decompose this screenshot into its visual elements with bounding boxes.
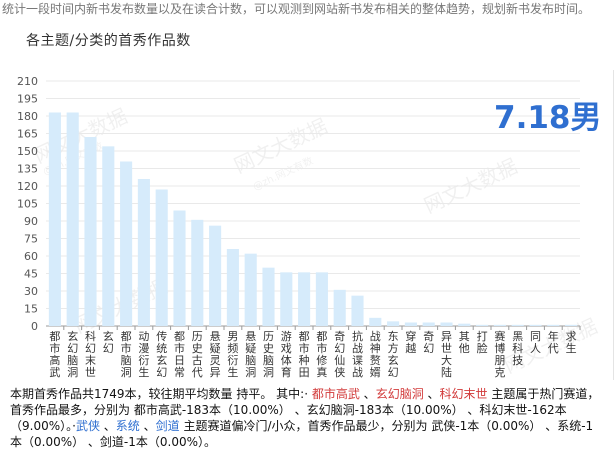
x-tick-label: 东方玄幻 [388, 330, 399, 379]
y-tick-label: 120 [17, 180, 38, 193]
x-tick-label: 黑科技 [512, 330, 523, 367]
bar [351, 295, 364, 326]
y-tick-label: 210 [17, 75, 38, 88]
y-tick-label: 135 [17, 163, 38, 176]
bar [547, 324, 560, 326]
summary-cold-detail: 主题赛道偏冷门/小众，首秀作品最少，分别为 武侠-1本（0.00%） 、系统-1… [10, 419, 594, 449]
y-tick-label: 150 [17, 145, 38, 158]
x-tick-label: 都市修真 [316, 330, 327, 379]
x-tick-label: 都市日常 [174, 330, 185, 379]
x-tick-label: 求生 [566, 330, 577, 355]
x-tick-label: 奇幻 [423, 330, 434, 355]
bar [280, 272, 293, 326]
bar [137, 179, 150, 326]
bar-chart: 0 15 30 45 60 75 90 105 120 135 150 165 180 195 210 都市高… [17, 75, 581, 379]
y-tick-label: 90 [24, 215, 38, 228]
cold-topic-1: 武侠 [75, 419, 100, 433]
summary-sep: 、 [99, 419, 116, 433]
bar [404, 322, 417, 326]
y-tick-label: 195 [17, 93, 38, 106]
bar [458, 323, 471, 326]
bar [48, 112, 61, 326]
x-tick-label: 都市种田 [299, 330, 310, 379]
x-tick-label: 历史古代 [192, 330, 203, 379]
bar [84, 137, 97, 326]
cold-topic-3: 剑道 [155, 419, 180, 433]
x-tick-label: 战神赘婿 [370, 330, 381, 379]
summary-intro: 本期首秀作品共1749本，较往期平均数量 持平。 其中:· [10, 387, 312, 401]
bar [173, 210, 186, 326]
x-tick-label: 穿越 [405, 329, 416, 355]
bar [565, 324, 578, 326]
bar [102, 146, 115, 326]
y-tick-label: 45 [24, 268, 38, 281]
x-tick-label: 其他 [459, 330, 470, 355]
hot-topic-2: 玄幻脑洞 [375, 387, 424, 401]
y-tick-label: 60 [24, 250, 38, 263]
hot-topic-3: 科幻末世 [439, 387, 488, 401]
x-tick-label: 赛博朋克 [494, 329, 505, 379]
bar [226, 249, 239, 326]
top-note: 统计一段时间内新书发布数量以及在读合计数，可以观测到网站新书发布相关的整体趋势，… [2, 2, 591, 16]
bar [422, 322, 435, 326]
x-tick-label: 传统玄幻 [156, 330, 167, 379]
cold-topic-2: 系统 [115, 419, 140, 433]
summary-text: 本期首秀作品共1749本，较往期平均数量 持平。 其中:· 都市高武 、玄幻脑洞… [10, 386, 602, 450]
x-tick-label: 抗战谍战 [352, 329, 363, 379]
y-tick-label: 30 [24, 285, 38, 298]
bar [476, 324, 489, 326]
y-tick-label: 165 [17, 128, 38, 141]
x-tick-label: 历史脑洞 [263, 330, 274, 379]
x-tick-label: 男频衍生 [227, 330, 238, 379]
bar [387, 321, 400, 326]
x-tick-label: 都市高武 [49, 330, 60, 379]
x-tick-label: 游戏体育 [281, 330, 292, 379]
x-tick-label: 打脸 [477, 329, 488, 355]
bar [262, 267, 275, 326]
bar [493, 324, 506, 326]
chart-title: 各主题/分类的首秀作品数 [26, 33, 191, 49]
bar [511, 324, 524, 326]
summary-hot-detail: 主题属于热门赛道，首秀作品最多，分别为 都市高武-183本（10.00%） 、玄… [10, 387, 600, 433]
bar [209, 225, 222, 326]
bar [66, 112, 79, 326]
x-tick-label: 同人 [530, 330, 541, 355]
bar [529, 324, 542, 326]
x-tick-label: 动漫衍生 [138, 330, 149, 379]
bar [369, 317, 382, 326]
y-tick-label: 0 [31, 320, 38, 333]
x-tick-label: 玄幻 [103, 329, 114, 355]
y-tick-label: 15 [24, 303, 38, 316]
x-tick-label: 悬疑脑洞 [245, 330, 256, 379]
hot-topic-1: 都市高武 [311, 387, 360, 401]
x-tick-label: 玄幻脑洞 [67, 329, 78, 379]
x-tick-label: 都市脑洞 [121, 330, 132, 379]
y-tick-label: 105 [17, 198, 38, 211]
bar [155, 189, 168, 326]
y-tick-label: 180 [17, 110, 38, 123]
x-tick-label: 科幻末世 [85, 329, 96, 379]
bar [315, 272, 328, 326]
highlight-value: 7.18男 [494, 100, 602, 136]
summary-sep: 、 [423, 387, 440, 401]
bar [120, 161, 133, 326]
x-tick-label: 异世大陆 [441, 330, 452, 379]
x-tick-label: 悬疑灵异 [210, 330, 221, 379]
x-tick-label: 奇幻仙侠 [334, 330, 345, 379]
bar [298, 272, 311, 326]
summary-sep: 、 [359, 387, 376, 401]
bar [191, 219, 204, 326]
bar [333, 289, 346, 326]
summary-sep: 、 [139, 419, 156, 433]
bar [440, 322, 453, 326]
y-tick-label: 75 [24, 233, 38, 246]
bar [244, 253, 257, 326]
x-tick-label: 年代 [548, 329, 559, 355]
